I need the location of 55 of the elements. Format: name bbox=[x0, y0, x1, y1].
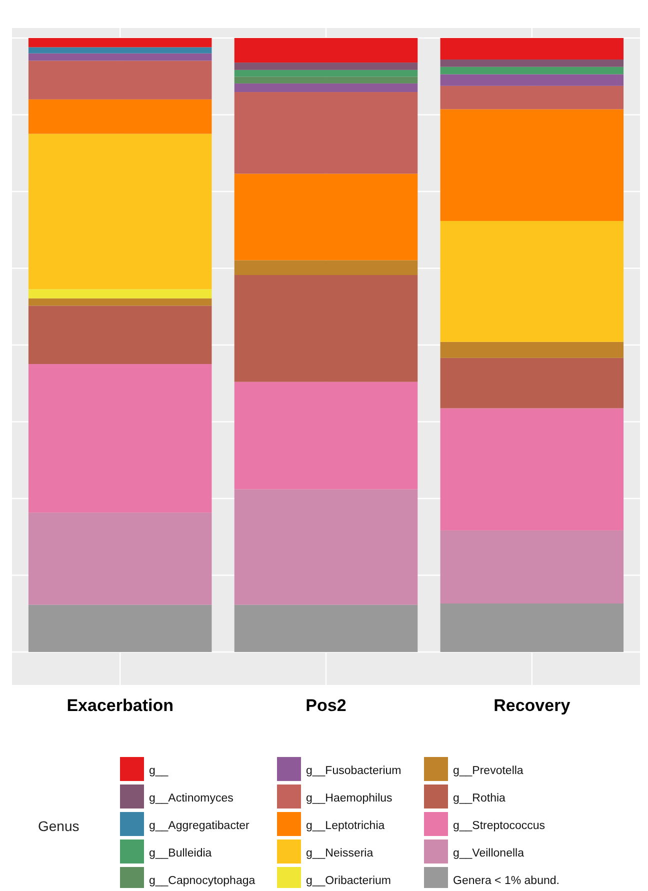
legend-label: g__Streptococcus bbox=[453, 820, 546, 832]
bar bbox=[28, 512, 212, 605]
bar bbox=[440, 109, 624, 221]
bar bbox=[440, 342, 624, 358]
bar bbox=[440, 59, 624, 67]
legend-title: Genus bbox=[38, 818, 80, 834]
bar bbox=[234, 260, 418, 276]
bar bbox=[234, 174, 418, 260]
bar bbox=[234, 604, 418, 652]
legend-label: g__Aggregatibacter bbox=[149, 820, 250, 832]
legend-label: g__Rothia bbox=[453, 792, 506, 804]
bar bbox=[234, 92, 418, 174]
bar bbox=[440, 530, 624, 604]
legend-label: g__ bbox=[149, 765, 169, 777]
x-tick-label: Exacerbation bbox=[66, 696, 174, 715]
legend-label: g__Veillonella bbox=[453, 848, 525, 860]
legend-label: Genera < 1% abund. bbox=[453, 875, 560, 887]
bar bbox=[28, 298, 212, 306]
legend-label: g__Prevotella bbox=[453, 765, 524, 777]
bar bbox=[440, 358, 624, 408]
bar bbox=[440, 220, 624, 342]
bar bbox=[234, 275, 418, 382]
bar bbox=[28, 306, 212, 364]
bar bbox=[234, 62, 418, 70]
bar bbox=[28, 38, 212, 48]
bar bbox=[28, 289, 212, 298]
bar bbox=[234, 382, 418, 490]
bar bbox=[440, 603, 624, 652]
bar bbox=[28, 47, 212, 54]
bar bbox=[28, 60, 212, 100]
bar bbox=[234, 489, 418, 605]
bar bbox=[28, 134, 212, 290]
x-tick-label: Recovery bbox=[494, 696, 571, 715]
bar bbox=[28, 364, 212, 513]
legend-label: g__Leptotrichia bbox=[306, 820, 386, 832]
x-tick-label: Pos2 bbox=[306, 696, 346, 715]
bar bbox=[234, 38, 418, 63]
bar bbox=[440, 86, 624, 110]
bar bbox=[28, 53, 212, 61]
legend-label: g__Neisseria bbox=[306, 848, 374, 860]
bar bbox=[440, 66, 624, 74]
bar bbox=[28, 99, 212, 134]
bar bbox=[234, 76, 418, 84]
bar bbox=[28, 604, 212, 652]
bar bbox=[440, 74, 624, 86]
bar bbox=[440, 38, 624, 60]
legend-label: g__Actinomyces bbox=[149, 792, 234, 804]
legend-label: g__Oribacterium bbox=[306, 875, 392, 887]
legend-label: g__Haemophilus bbox=[306, 792, 393, 804]
bar bbox=[234, 83, 418, 92]
bar bbox=[440, 408, 624, 530]
legend-label: g__Capnocytophaga bbox=[149, 875, 256, 887]
legend-label: g__Fusobacterium bbox=[306, 765, 402, 777]
legend-label: g__Bulleidia bbox=[149, 848, 212, 860]
bar bbox=[234, 70, 418, 77]
